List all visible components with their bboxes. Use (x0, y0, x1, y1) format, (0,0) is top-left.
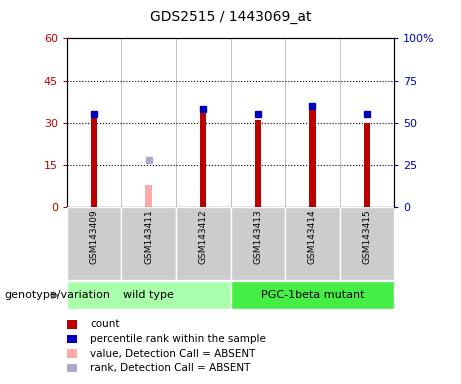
Bar (200, 109, 207, 207)
Text: GSM143411: GSM143411 (144, 210, 153, 264)
Text: GSM143409: GSM143409 (89, 210, 99, 264)
Text: GSM143412: GSM143412 (199, 210, 208, 264)
Text: PGC-1beta mutant: PGC-1beta mutant (260, 290, 364, 300)
Text: count: count (90, 319, 119, 329)
Text: GSM143414: GSM143414 (308, 210, 317, 264)
Bar (285, 207, 340, 280)
Text: wild type: wild type (123, 290, 174, 300)
Bar (309, 109, 316, 207)
Text: percentile rank within the sample: percentile rank within the sample (90, 334, 266, 344)
Text: value, Detection Call = ABSENT: value, Detection Call = ABSENT (90, 349, 255, 359)
Bar (364, 123, 370, 207)
Bar (121, 207, 176, 280)
Bar (230, 281, 394, 309)
Bar (145, 185, 152, 207)
Bar (67, 207, 121, 280)
Text: GSM143415: GSM143415 (362, 210, 372, 264)
Bar (254, 120, 261, 207)
Text: GDS2515 / 1443069_at: GDS2515 / 1443069_at (150, 10, 311, 24)
Bar (230, 207, 285, 280)
Text: GSM143413: GSM143413 (253, 210, 262, 264)
Bar (67, 281, 230, 309)
Bar (91, 117, 97, 207)
Bar (176, 207, 230, 280)
Text: genotype/variation: genotype/variation (5, 290, 111, 300)
Text: rank, Detection Call = ABSENT: rank, Detection Call = ABSENT (90, 363, 250, 373)
Bar (340, 207, 394, 280)
